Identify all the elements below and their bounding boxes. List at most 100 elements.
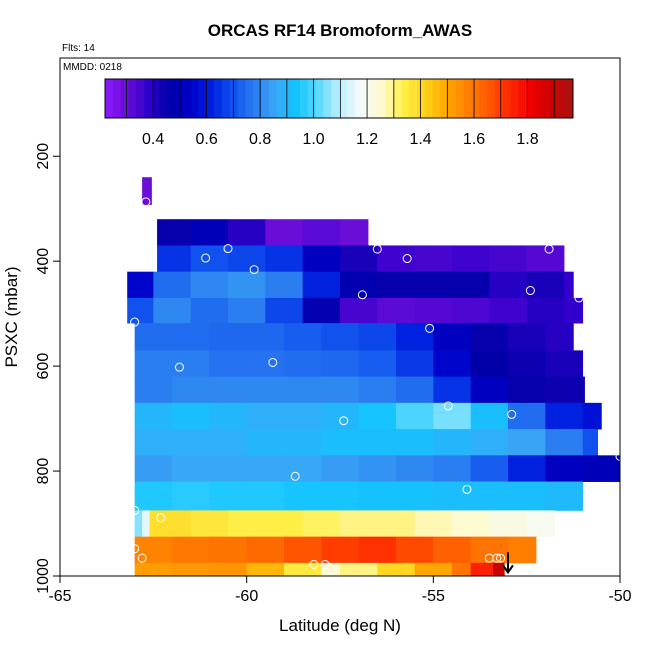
heatmap-cell	[414, 562, 453, 577]
colorbar-swatch	[534, 79, 543, 118]
heatmap-cell	[396, 455, 434, 482]
heatmap-cell	[246, 323, 285, 351]
heatmap-cell	[246, 350, 285, 378]
heatmap-cell	[358, 323, 397, 351]
heatmap-cell	[470, 402, 509, 430]
sample-point	[525, 286, 535, 296]
heatmap-cell	[134, 402, 173, 430]
heatmap-cell	[545, 402, 584, 430]
colorbar-swatch	[183, 79, 192, 118]
plot-frame	[59, 57, 621, 577]
heatmap-cell	[452, 297, 490, 324]
heatmap-cell	[489, 510, 528, 538]
sample-point	[141, 197, 151, 207]
heatmap-cell	[470, 455, 509, 482]
heatmap-cell	[493, 562, 505, 577]
heatmap-cell	[470, 376, 509, 404]
sample-point	[156, 513, 166, 523]
sample-point	[320, 559, 330, 569]
heatmap-cell	[149, 510, 192, 538]
heatmap-cell	[508, 376, 546, 404]
heatmap-cell	[172, 429, 210, 456]
sample-point	[290, 471, 300, 481]
heatmap-cell	[358, 402, 397, 430]
y-axis: 200 400 600 800 1000	[35, 143, 60, 594]
marker-arrow-head	[502, 564, 514, 575]
sample-point	[443, 401, 453, 411]
heatmap-cell	[190, 510, 229, 538]
colorbar-swatch	[417, 79, 426, 118]
colorbar-tick-label: 0.4	[142, 131, 164, 148]
colorbar-swatch	[346, 79, 355, 118]
heatmap-cell	[265, 510, 304, 538]
colorbar-swatch	[198, 79, 207, 118]
colorbar-swatch	[315, 79, 324, 118]
colorbar-swatch	[557, 79, 566, 118]
colorbar-swatch	[229, 79, 238, 118]
heatmap-cells	[127, 177, 621, 577]
heatmap-cell	[172, 402, 210, 430]
colorbar-swatch	[385, 79, 394, 118]
heatmap-cell	[302, 219, 341, 246]
heatmap-cell	[321, 323, 360, 351]
colorbar-swatch	[362, 79, 371, 118]
heatmap-cell	[142, 510, 150, 538]
colorbar-swatch	[300, 79, 309, 118]
heatmap-cell	[433, 323, 472, 351]
sample-points	[130, 197, 625, 569]
y-tick-label: 600	[35, 353, 52, 380]
heatmap-cell	[246, 481, 285, 511]
heatmap-cell	[284, 429, 322, 456]
colorbar-swatch	[456, 79, 465, 118]
heatmap-cell	[489, 297, 528, 324]
heatmap-cell	[284, 323, 322, 351]
colorbar-tick-label: 1.0	[302, 131, 324, 148]
heatmap-cell	[228, 271, 266, 299]
colorbar-tick-label: 1.4	[409, 131, 431, 148]
heatmap-cell	[134, 510, 143, 538]
colorbar-swatch	[463, 79, 472, 118]
heatmap-cell	[321, 376, 360, 404]
heatmap-cell	[508, 481, 546, 511]
colorbar-swatch	[479, 79, 488, 118]
heatmap-cell	[284, 350, 322, 378]
colorbar-swatch	[214, 79, 223, 118]
colorbar-swatch	[549, 79, 558, 118]
heatmap-cell	[377, 510, 416, 538]
heatmap-cell	[452, 562, 472, 577]
heatmap-cell	[134, 376, 173, 404]
heatmap-cell	[246, 376, 285, 404]
heatmap-cell	[209, 455, 248, 482]
sample-point	[223, 244, 233, 254]
x-tick-label: -60	[235, 588, 258, 605]
colorbar-swatch	[261, 79, 270, 118]
heatmap-cell	[321, 402, 360, 430]
colorbar-tick-label: 1.8	[516, 131, 538, 148]
heatmap-cell	[134, 562, 173, 577]
colorbar-swatch	[440, 79, 449, 118]
sample-point	[544, 244, 554, 254]
colorbar-swatch	[448, 79, 457, 118]
sample-point	[339, 416, 349, 426]
date-note: MMDD: 0218	[63, 62, 122, 73]
heatmap-cell	[396, 376, 434, 404]
colorbar-swatch	[167, 79, 176, 118]
sample-point	[130, 544, 140, 554]
colorbar-swatch	[495, 79, 504, 118]
heatmap-cell	[265, 271, 304, 299]
y-tick-label: 1000	[35, 558, 52, 594]
heatmap-cell	[489, 245, 528, 273]
heatmap-cell	[265, 245, 304, 273]
colorbar-swatch	[518, 79, 527, 118]
colorbar-swatch	[190, 79, 199, 118]
heatmap-cell	[246, 429, 285, 456]
heatmap-cell	[321, 350, 360, 378]
location-marker	[502, 552, 514, 575]
sample-point	[249, 265, 259, 275]
heatmap-cell	[545, 429, 584, 456]
heatmap-cell	[508, 350, 546, 378]
heatmap-cell	[321, 429, 360, 456]
heatmap-cell	[358, 376, 397, 404]
heatmap-cell	[228, 510, 266, 538]
heatmap-cell	[321, 481, 360, 511]
